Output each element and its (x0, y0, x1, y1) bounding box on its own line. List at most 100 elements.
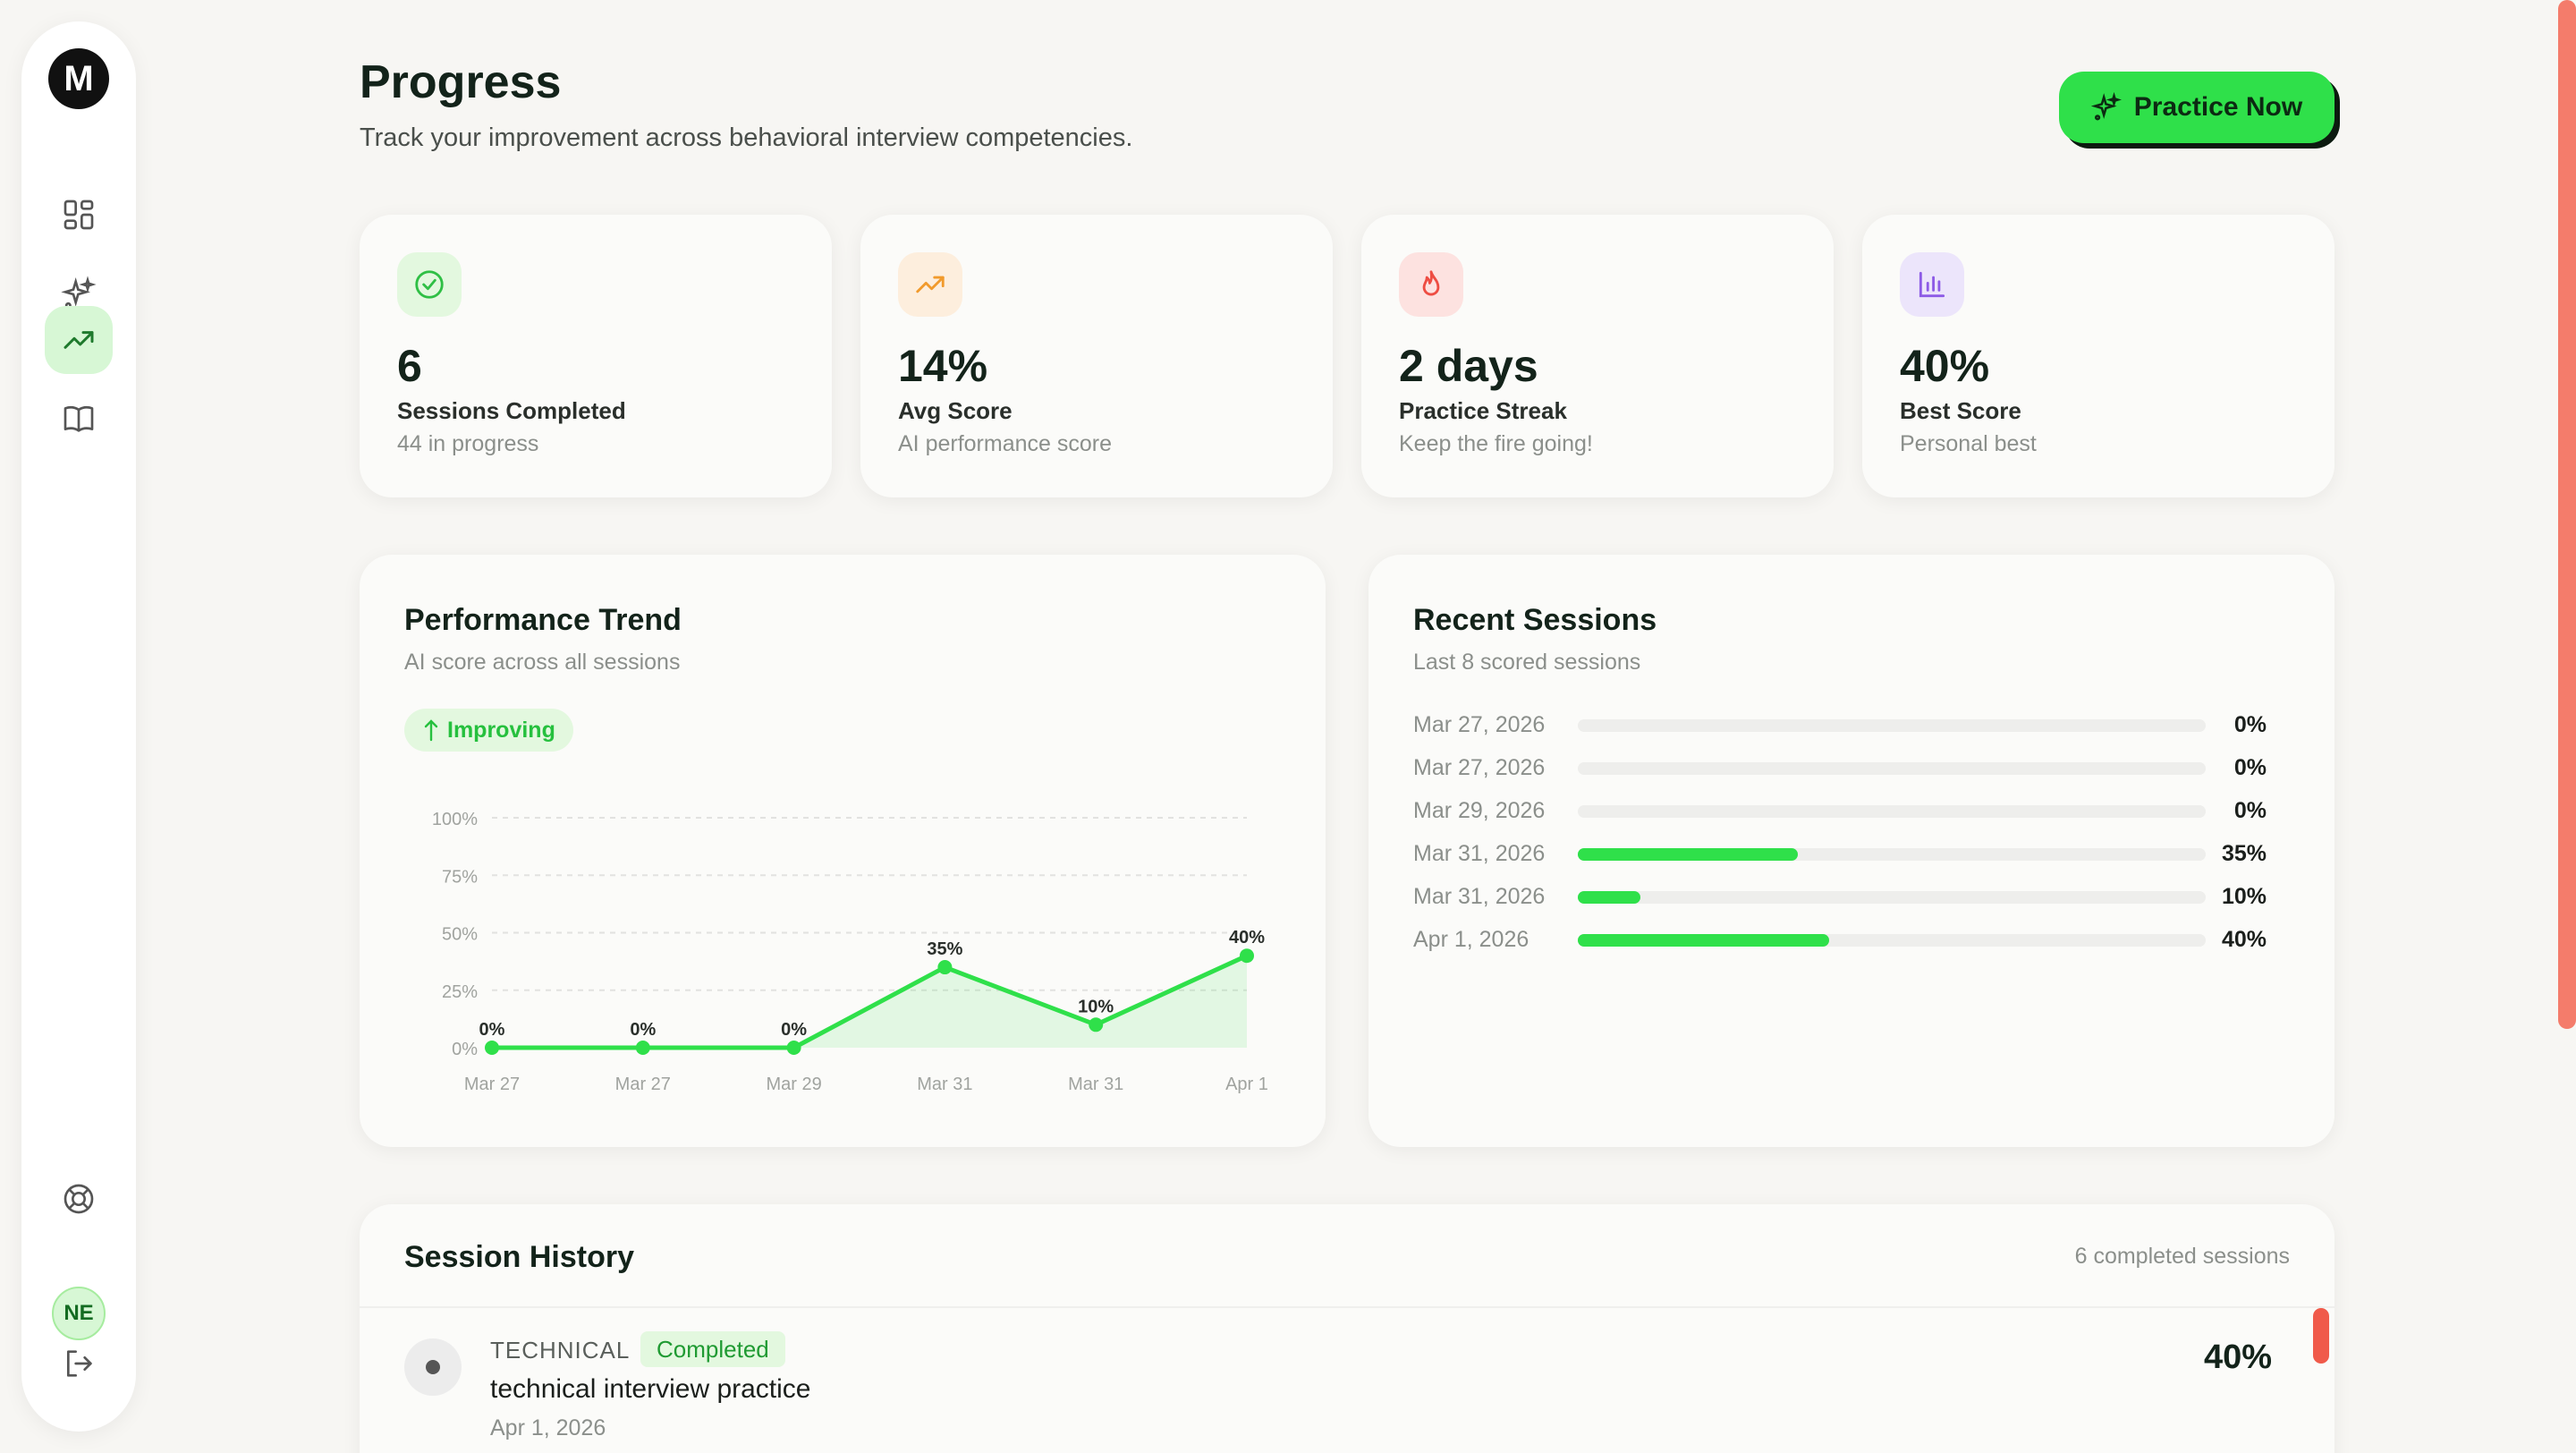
stat-card-best-score: 40% Best Score Personal best (1862, 215, 2334, 497)
score-bar-track (1578, 762, 2206, 775)
x-tick-label: Mar 29 (766, 1075, 821, 1094)
grid-icon (64, 200, 94, 230)
session-date: Apr 1, 2026 (1413, 927, 1530, 952)
logo-letter: M (64, 58, 94, 98)
book-icon (64, 405, 94, 432)
stat-value: 40% (1900, 341, 1990, 391)
stat-icon-bg (1399, 252, 1463, 317)
check-circle-icon (415, 270, 444, 299)
stat-icon-bg (397, 252, 462, 317)
stat-note: Keep the fire going! (1399, 431, 1593, 456)
session-date: Mar 27, 2026 (1413, 712, 1546, 737)
data-point (1240, 948, 1254, 964)
session-status-dot (404, 1338, 462, 1396)
list-item: Apr 1, 2026 40% (1413, 922, 2290, 957)
panel-subtitle: AI score across all sessions (404, 650, 681, 675)
x-tick-label: Mar 27 (464, 1075, 520, 1094)
improving-badge: Improving (404, 709, 573, 752)
stat-value: 2 days (1399, 341, 1538, 391)
x-tick-label: Mar 27 (615, 1075, 671, 1094)
y-tick-label: 50% (442, 925, 478, 945)
list-item: Mar 27, 2026 0% (1413, 707, 2290, 743)
score-bar-track (1578, 719, 2206, 732)
page-title: Progress (360, 56, 562, 108)
session-score: 10% (2221, 884, 2267, 909)
trending-up-icon (916, 276, 945, 293)
session-history-card: Session History 6 completed sessions TEC… (360, 1204, 2334, 1453)
sidebar-item-dashboard[interactable] (45, 181, 113, 249)
panel-subtitle: Last 8 scored sessions (1413, 650, 1641, 675)
list-item: Mar 31, 2026 35% (1413, 836, 2290, 871)
app-logo[interactable]: M (48, 48, 109, 109)
performance-chart: 100%75%50%25%0%0%Mar 270%Mar 270%Mar 293… (432, 810, 1268, 1094)
sidebar-item-library[interactable] (45, 385, 113, 453)
session-date: Mar 29, 2026 (1413, 798, 1546, 823)
data-point (635, 1041, 650, 1055)
stat-icon-bg (898, 252, 962, 317)
stat-icon-bg (1900, 252, 1964, 317)
bar-chart-icon (1919, 271, 1945, 298)
performance-trend-card: Performance Trend AI score across all se… (360, 555, 1326, 1147)
data-label: 35% (927, 939, 962, 959)
session-score: 40% (2221, 927, 2267, 952)
sparkles-icon (2090, 92, 2122, 121)
stat-label: Sessions Completed (397, 397, 626, 424)
list-item: Mar 29, 2026 0% (1413, 793, 2290, 828)
stat-note: AI performance score (898, 431, 1112, 456)
divider (360, 1306, 2334, 1308)
avatar[interactable]: NE (52, 1287, 106, 1340)
data-label: 10% (1078, 997, 1114, 1016)
stat-value: 14% (898, 341, 988, 391)
stat-card-sessions: 6 Sessions Completed 44 in progress (360, 215, 832, 497)
arrow-up-icon (424, 719, 438, 742)
x-tick-label: Apr 1 (1225, 1075, 1268, 1094)
list-item: Mar 27, 2026 0% (1413, 750, 2290, 786)
page-scrollbar[interactable] (2558, 0, 2576, 1029)
data-label: 0% (630, 1020, 656, 1040)
y-tick-label: 75% (442, 867, 478, 887)
session-score: 0% (2233, 755, 2267, 780)
stat-note: 44 in progress (397, 431, 539, 456)
score-bar-track (1578, 805, 2206, 818)
data-label: 0% (781, 1020, 807, 1040)
lifebuoy-icon (64, 1184, 94, 1214)
stat-note: Personal best (1900, 431, 2037, 456)
page-subtitle: Track your improvement across behavioral… (360, 123, 1133, 152)
stat-card-avg-score: 14% Avg Score AI performance score (860, 215, 1333, 497)
status-badge: Completed (640, 1331, 785, 1367)
panel-title: Session History (404, 1240, 634, 1274)
practice-now-label: Practice Now (2133, 92, 2303, 122)
score-bar-track (1578, 934, 2206, 947)
session-score: 40% (2203, 1338, 2272, 1376)
logout-button[interactable] (45, 1330, 113, 1398)
score-bar-fill (1578, 934, 1829, 947)
session-date: Mar 27, 2026 (1413, 755, 1546, 780)
stat-label: Practice Streak (1399, 397, 1567, 424)
completed-count: 6 completed sessions (2074, 1244, 2290, 1269)
help-button[interactable] (45, 1165, 113, 1233)
session-category: TECHNICAL (490, 1337, 631, 1364)
y-tick-label: 100% (432, 810, 478, 829)
list-scrollbar[interactable] (2313, 1308, 2329, 1364)
data-point (786, 1041, 801, 1055)
practice-now-button[interactable]: Practice Now (2059, 72, 2334, 143)
avatar-initials: NE (64, 1301, 94, 1325)
session-name: technical interview practice (490, 1374, 811, 1404)
logout-icon (67, 1350, 92, 1377)
session-date: Mar 31, 2026 (1413, 841, 1546, 866)
panel-title: Recent Sessions (1413, 603, 1657, 637)
session-date: Mar 31, 2026 (1413, 884, 1546, 909)
data-point (485, 1041, 499, 1055)
sidebar-item-progress[interactable] (45, 306, 113, 374)
improving-label: Improving (447, 717, 555, 743)
stat-label: Avg Score (898, 397, 1013, 424)
session-date: Apr 1, 2026 (490, 1415, 606, 1440)
y-tick-label: 0% (452, 1040, 478, 1059)
flame-icon (1422, 270, 1440, 296)
data-point (1089, 1017, 1104, 1032)
list-item: Mar 31, 2026 10% (1413, 879, 2290, 914)
score-bar-track (1578, 891, 2206, 904)
score-bar-track (1578, 848, 2206, 861)
stat-value: 6 (397, 341, 422, 391)
series-line (492, 953, 1249, 1050)
